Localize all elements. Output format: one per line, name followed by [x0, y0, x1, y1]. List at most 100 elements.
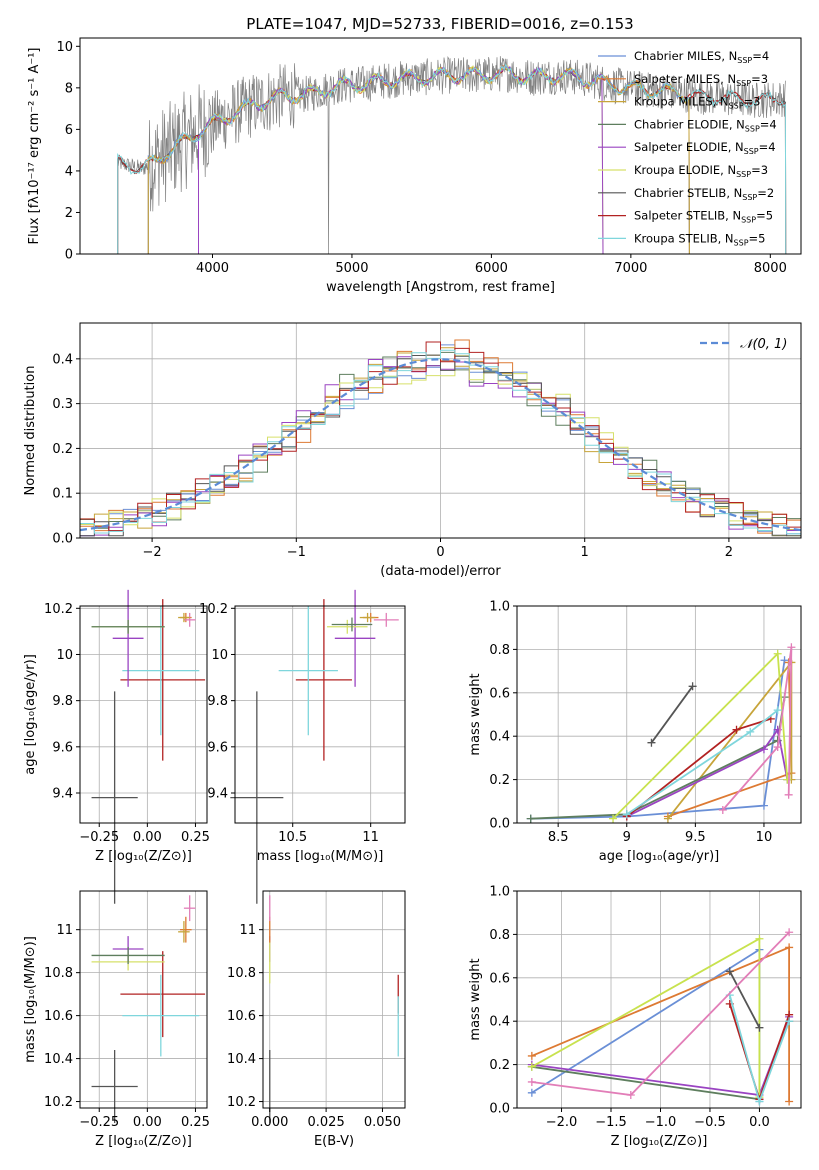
data-point [359, 612, 376, 623]
data-point [91, 1049, 138, 1124]
x-tick-label: −2 [143, 545, 162, 560]
y-tick-label: 10.6 [227, 1009, 256, 1024]
x-tick-label: −1 [287, 545, 306, 560]
weight-marker [759, 745, 768, 754]
x-tick-label: 9.5 [685, 830, 706, 845]
weight-marker [785, 943, 794, 952]
legend-label-sub: SSP [745, 124, 760, 133]
residuals-axes [79, 323, 802, 539]
weight-marker [526, 814, 535, 823]
age-vs-mass-frame [234, 605, 406, 824]
residual-histogram [80, 354, 801, 537]
x-tick-label: 11 [362, 830, 379, 845]
weight-marker [527, 1077, 536, 1086]
weight-vs-age-ylabel: mass weight [468, 673, 483, 755]
y-tick-label: 1.0 [489, 600, 510, 615]
age-vs-mass-axes [230, 589, 405, 904]
x-tick-label: 5000 [335, 261, 368, 276]
weight-vs-age-axes [517, 605, 801, 824]
y-tick-label: 9.4 [207, 786, 228, 801]
weight-marker [609, 814, 618, 823]
x-tick-label: −2.0 [546, 1115, 578, 1130]
data-point [230, 691, 284, 904]
weight-vs-age-xlabel: age [log₁₀(age/yr)] [599, 849, 720, 864]
y-tick-label: 4 [65, 164, 73, 179]
x-tick-label: 6000 [475, 261, 508, 276]
weight-marker [773, 706, 782, 715]
x-tick-label: 8000 [754, 261, 787, 276]
data-point [122, 974, 200, 1057]
legend-label-tail: =3 [751, 72, 768, 86]
mass-vs-EBV-xlabel: E(B-V) [314, 1134, 354, 1149]
model-kroupa-miles [147, 65, 690, 254]
spectrum-ylabel: Flux [fλ10⁻¹⁷ erg cm⁻² s⁻¹ A⁻¹] [27, 48, 42, 245]
x-tick-label: 0.050 [364, 1115, 401, 1130]
weight-marker [787, 643, 796, 652]
y-tick-label: 0.4 [489, 730, 510, 745]
weight-marker [780, 656, 789, 665]
y-tick-label: 10.4 [44, 1052, 73, 1067]
weight-vs-Z-frame [516, 890, 802, 1109]
legend-label-sub: SSP [741, 216, 756, 225]
data-point [122, 606, 200, 736]
legend-label-tail: =5 [756, 209, 773, 223]
weight-marker [647, 738, 656, 747]
y-tick-label: 10.6 [44, 1009, 73, 1024]
data-point [327, 619, 368, 634]
legend-label-sub: SSP [744, 147, 759, 156]
residuals-ylabel: Normed distribution [23, 366, 38, 496]
weight-marker [755, 1097, 764, 1106]
data-point [178, 612, 190, 623]
age-vs-Z-axes [80, 589, 207, 904]
legend-label: Chabrier ELODIE, NSSP=4 [634, 117, 777, 133]
weight-series-line [530, 660, 786, 820]
x-tick-label: 10 [756, 830, 773, 845]
weight-marker [622, 810, 631, 819]
y-tick-label: 8 [65, 81, 73, 96]
y-tick-label: 10 [56, 648, 73, 663]
legend-label: Kroupa STELIB, NSSP=5 [634, 231, 765, 247]
legend-label-text: Salpeter MILES, N [634, 72, 736, 86]
y-tick-label: 9.6 [52, 740, 73, 755]
data-point [295, 599, 352, 761]
age-vs-Z-ylabel: age [log₁₀(age/yr)] [23, 654, 38, 775]
weight-marker [732, 725, 741, 734]
y-tick-label: 0.6 [489, 971, 510, 986]
legend-label-sub: SSP [734, 238, 749, 247]
legend-label-tail: =4 [759, 140, 776, 154]
legend-label-tail: =5 [749, 231, 766, 245]
data-point [278, 606, 338, 736]
model-salpeter-elodie [198, 64, 604, 254]
legend-label-sub: SSP [736, 170, 751, 179]
x-tick-label: 10.5 [278, 830, 307, 845]
x-tick-label: 0.00 [133, 830, 162, 845]
legend-label: 𝒩(0, 1) [740, 337, 787, 352]
weight-series-line [626, 727, 789, 818]
y-tick-label: 0.2 [52, 442, 73, 457]
y-tick-label: 11 [56, 923, 73, 938]
data-point [178, 921, 190, 943]
weight-series-line [650, 685, 694, 744]
model-kroupa-stelib [117, 62, 787, 254]
x-tick-label: 1 [581, 545, 589, 560]
weight-marker [784, 790, 793, 799]
spectrum-frame [79, 37, 802, 255]
x-tick-label: −0.25 [79, 830, 119, 845]
legend-label: Kroupa ELODIE, NSSP=3 [634, 163, 768, 179]
x-tick-label: −1.0 [645, 1115, 677, 1130]
mass-vs-Z-ylabel: mass [log₁₀(M/M⊙)] [23, 936, 38, 1063]
normal-distribution-curve [79, 358, 802, 532]
weight-series-line [626, 709, 779, 816]
x-tick-label: 0.25 [181, 830, 210, 845]
weight-marker [688, 682, 697, 691]
legend-label-sub: SSP [737, 56, 752, 65]
spectrum-xlabel: wavelength [Angstrom, rest frame] [326, 280, 555, 295]
legend-label-tail: =4 [760, 117, 777, 131]
data-point [120, 951, 206, 1038]
data-point [334, 589, 376, 687]
data-point [183, 895, 196, 922]
data-point [91, 691, 138, 904]
x-tick-label: −0.25 [79, 1115, 119, 1130]
